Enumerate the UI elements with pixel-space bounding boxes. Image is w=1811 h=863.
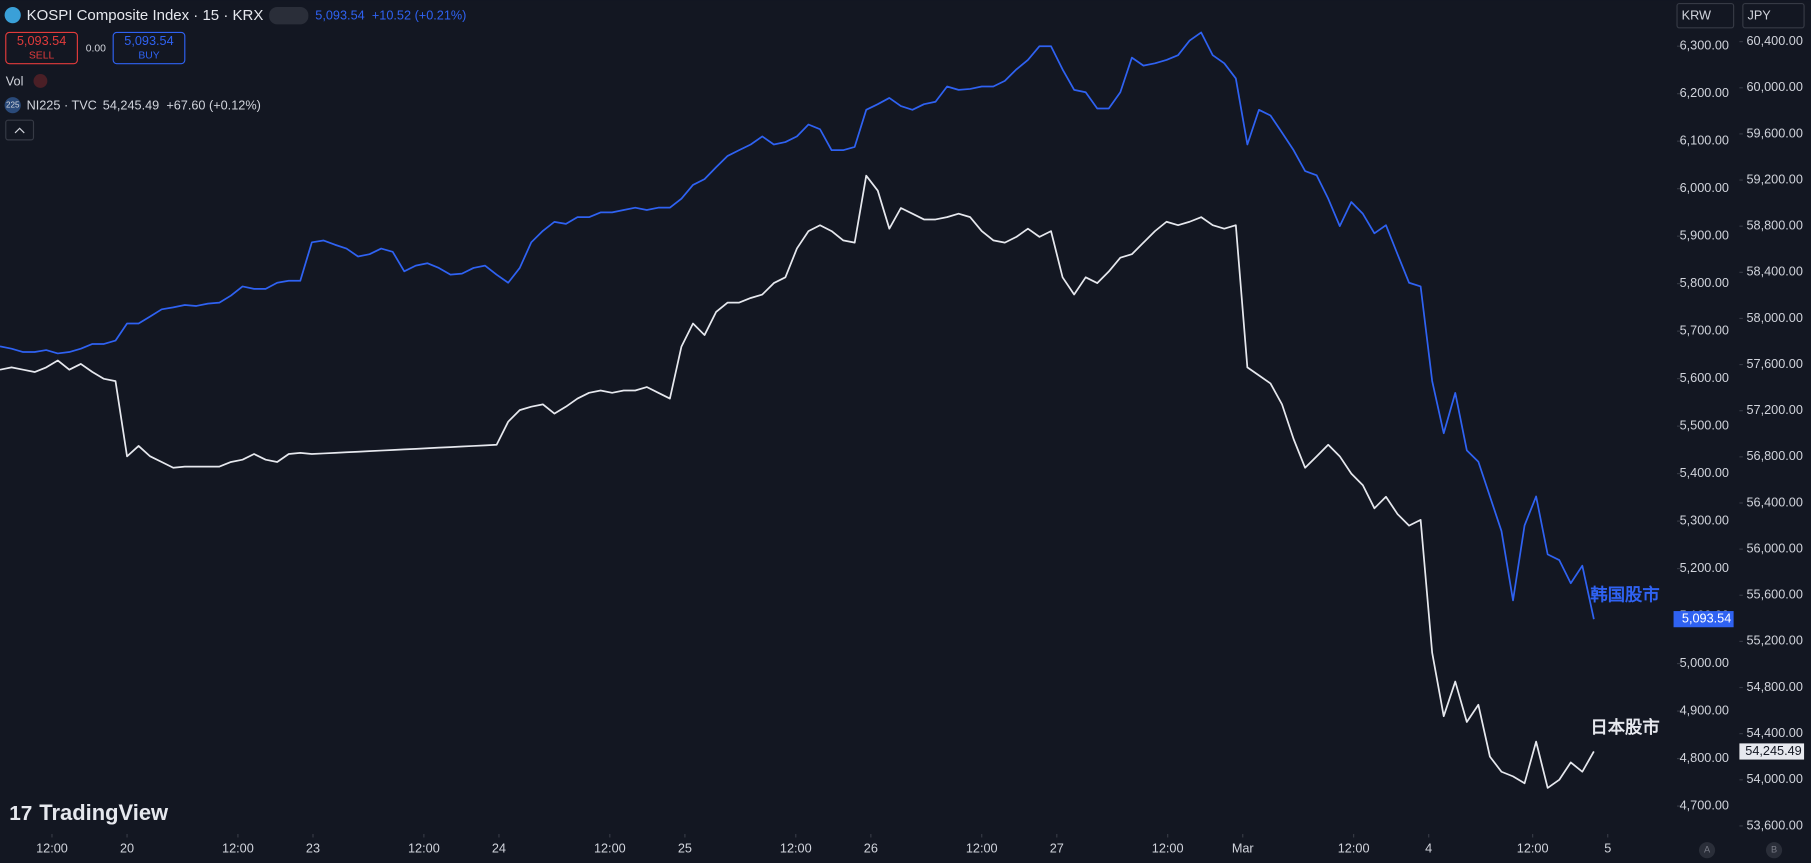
currency-left[interactable]: KRW bbox=[1682, 9, 1711, 23]
y2-tick-label: 59,200.00 bbox=[1746, 172, 1802, 186]
y2-tick-label: 58,000.00 bbox=[1746, 311, 1802, 325]
y2-tick-label: 56,000.00 bbox=[1746, 541, 1802, 555]
vol-label[interactable]: Vol bbox=[6, 74, 24, 88]
y2-tick-label: 57,200.00 bbox=[1746, 403, 1802, 417]
x-tick-label: 4 bbox=[1425, 841, 1432, 855]
x-tick-label: 27 bbox=[1050, 841, 1064, 855]
sell-button[interactable] bbox=[5, 31, 78, 65]
series-line bbox=[0, 174, 1595, 789]
price: 5,093.54 bbox=[315, 9, 364, 23]
series-line bbox=[0, 31, 1595, 620]
y-tick-label: 6,000.00 bbox=[1680, 181, 1729, 195]
x-tick-label: 26 bbox=[864, 841, 878, 855]
x-tick-label: 5 bbox=[1604, 841, 1611, 855]
sell-price[interactable]: 5,093.54 bbox=[17, 34, 66, 48]
warning-icon[interactable] bbox=[33, 74, 48, 88]
compare-symbol[interactable]: NI225 · TVC bbox=[27, 99, 97, 113]
y-tick-label: 6,200.00 bbox=[1680, 86, 1729, 100]
scale-b[interactable]: B bbox=[1771, 845, 1777, 855]
price-tag bbox=[1673, 611, 1734, 628]
y2-tick-label: 56,400.00 bbox=[1746, 495, 1802, 509]
x-tick-label: 25 bbox=[678, 841, 692, 855]
x-tick-label: Mar bbox=[1232, 841, 1255, 855]
y-tick-label: 5,900.00 bbox=[1680, 229, 1729, 243]
compare-icon: 225 bbox=[6, 100, 20, 109]
y-tick-label: 5,700.00 bbox=[1680, 323, 1729, 337]
y2-tick-label: 60,400.00 bbox=[1746, 34, 1802, 48]
compare-price: 54,245.49 bbox=[103, 99, 159, 113]
y2-tick-label: 57,600.00 bbox=[1746, 357, 1802, 371]
x-tick-label: 20 bbox=[120, 841, 134, 855]
series-name: 韩国股市 bbox=[1590, 585, 1659, 605]
symbol[interactable]: KOSPI Composite Index · 15 · KRX bbox=[27, 7, 264, 24]
y2-tick-label: 55,200.00 bbox=[1746, 634, 1802, 648]
currency-right-select[interactable] bbox=[1742, 3, 1805, 29]
y-tick-label: 6,100.00 bbox=[1680, 134, 1729, 148]
x-tick-label: 23 bbox=[306, 841, 320, 855]
y2-tick-label: 53,600.00 bbox=[1746, 818, 1802, 832]
scale-b-bg[interactable] bbox=[1765, 842, 1783, 859]
collapse-button[interactable] bbox=[5, 119, 35, 141]
y-tick-label: 4,900.00 bbox=[1680, 703, 1729, 717]
y2-tick-label: 54,400.00 bbox=[1746, 726, 1802, 740]
y2-tick-label: 58,400.00 bbox=[1746, 265, 1802, 279]
y-tick-label: 5,600.00 bbox=[1680, 371, 1729, 385]
series-name: 日本股市 bbox=[1590, 717, 1659, 737]
y-tick-label: 5,400.00 bbox=[1680, 466, 1729, 480]
compare-change: +67.60 (+0.12%) bbox=[166, 99, 261, 113]
logo: TradingView bbox=[39, 800, 169, 825]
y2-tick-label: 58,800.00 bbox=[1746, 219, 1802, 233]
price-tag-label: 5,093.54 bbox=[1682, 612, 1731, 626]
symbol-icon bbox=[4, 7, 21, 24]
currency-left-select[interactable] bbox=[1676, 3, 1735, 29]
y2-tick-label: 55,600.00 bbox=[1746, 588, 1802, 602]
x-tick-label: 12:00 bbox=[594, 841, 626, 855]
collapse-icon bbox=[14, 127, 25, 134]
y-tick-label: 4,800.00 bbox=[1680, 751, 1729, 765]
y-tick-label: 5,200.00 bbox=[1680, 561, 1729, 575]
y-tick-label: 5,500.00 bbox=[1680, 418, 1729, 432]
x-tick-label: 12:00 bbox=[408, 841, 440, 855]
price-tag-label: 54,245.49 bbox=[1745, 744, 1801, 758]
spread: 0.00 bbox=[86, 43, 106, 54]
y-tick-label: 6,300.00 bbox=[1680, 39, 1729, 53]
scale-a[interactable]: A bbox=[1704, 845, 1711, 855]
x-tick-label: 12:00 bbox=[1517, 841, 1549, 855]
y2-tick-label: 54,800.00 bbox=[1746, 680, 1802, 694]
buy-button[interactable] bbox=[112, 31, 186, 65]
compare-icon-bg bbox=[4, 97, 21, 114]
y-tick-label: 4,700.00 bbox=[1680, 798, 1729, 812]
x-tick-label: 12:00 bbox=[222, 841, 254, 855]
x-tick-label: 12:00 bbox=[36, 841, 68, 855]
x-tick-label: 12:00 bbox=[1152, 841, 1184, 855]
buy-price[interactable]: 5,093.54 bbox=[124, 34, 173, 48]
x-tick-label: 12:00 bbox=[1338, 841, 1370, 855]
x-tick-label: 12:00 bbox=[966, 841, 998, 855]
status-badge[interactable] bbox=[269, 7, 309, 25]
x-tick-label: 24 bbox=[492, 841, 506, 855]
y2-tick-label: 54,000.00 bbox=[1746, 772, 1802, 786]
logo-mark: 17 bbox=[9, 802, 32, 825]
currency-right[interactable]: JPY bbox=[1747, 9, 1771, 23]
scale-a-bg[interactable] bbox=[1698, 842, 1716, 859]
x-tick-label: 12:00 bbox=[780, 841, 812, 855]
sell-label[interactable]: SELL bbox=[29, 50, 55, 61]
y-tick-label: 5,800.00 bbox=[1680, 276, 1729, 290]
y-tick-label: 5,300.00 bbox=[1680, 513, 1729, 527]
change: +10.52 (+0.21%) bbox=[372, 9, 467, 23]
price-tag bbox=[1739, 743, 1805, 760]
y2-tick-label: 56,800.00 bbox=[1746, 449, 1802, 463]
y2-tick-label: 60,000.00 bbox=[1746, 80, 1802, 94]
y2-tick-label: 59,600.00 bbox=[1746, 126, 1802, 140]
buy-label[interactable]: BUY bbox=[138, 50, 159, 61]
y-tick-label: 5,000.00 bbox=[1680, 656, 1729, 670]
